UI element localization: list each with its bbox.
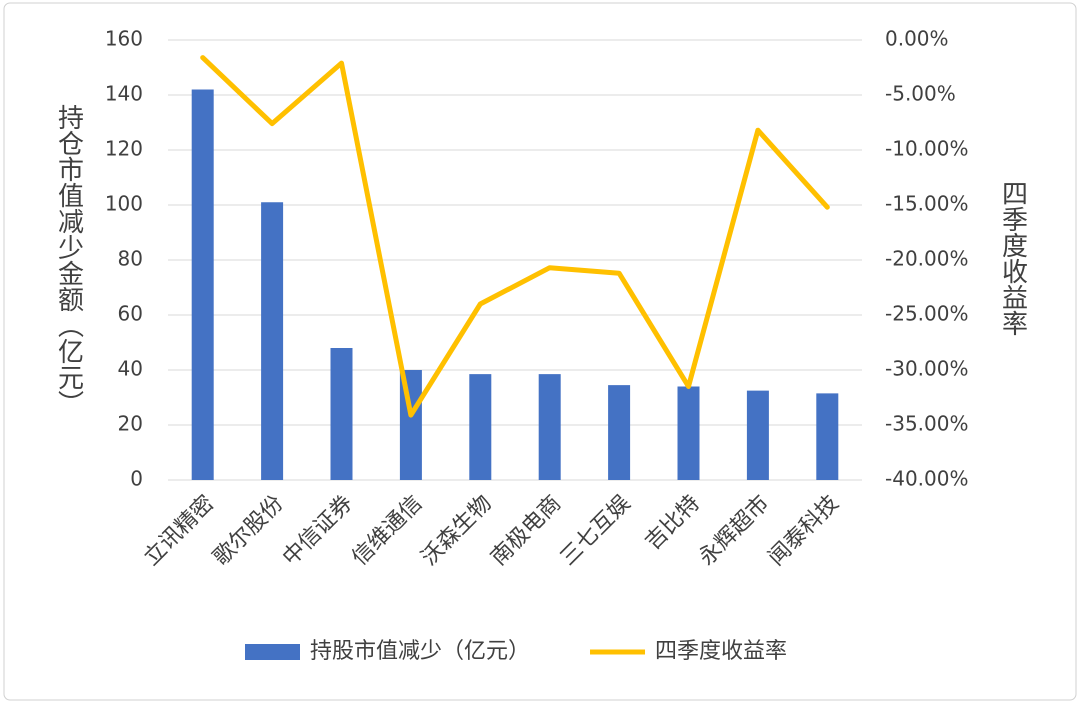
- y2-tick-label: -20.00%: [885, 247, 968, 271]
- bar: [677, 386, 700, 480]
- line: [200, 55, 830, 418]
- bar: [816, 393, 839, 480]
- y-tick-label: 120: [105, 137, 143, 161]
- bar: [330, 348, 353, 480]
- y2-axis-title: 四季度收益率: [998, 180, 1028, 336]
- y2-tick-label: -35.00%: [885, 412, 968, 436]
- bar: [608, 385, 631, 480]
- y2-tick-label: -25.00%: [885, 302, 968, 326]
- y-axis-title: 持仓市值减少金额（亿元）: [54, 104, 84, 416]
- y-tick-label: 160: [105, 27, 143, 51]
- legend-swatch: [245, 644, 300, 660]
- y-tick-label: 40: [118, 357, 143, 381]
- bar: [191, 89, 214, 480]
- y2-tick-label: 0.00%: [885, 27, 949, 51]
- y-tick-label: 20: [118, 412, 143, 436]
- bar: [538, 374, 561, 480]
- y2-tick-label: -40.00%: [885, 467, 968, 491]
- y2-tick-label: -5.00%: [885, 82, 956, 106]
- y-tick-label: 100: [105, 192, 143, 216]
- y-tick-label: 140: [105, 82, 143, 106]
- y-tick-label: 60: [118, 302, 143, 326]
- chart-frame: [3, 2, 1077, 701]
- y-tick-label: 0: [130, 467, 143, 491]
- bar: [746, 390, 769, 480]
- legend-label: 持股市值减少（亿元）: [310, 639, 530, 664]
- bar: [469, 374, 492, 480]
- y2-tick-label: -15.00%: [885, 192, 968, 216]
- y2-tick-label: -10.00%: [885, 137, 968, 161]
- y2-tick-label: -30.00%: [885, 357, 968, 381]
- bar: [261, 202, 284, 480]
- y-tick-label: 80: [118, 247, 143, 271]
- legend-label: 四季度收益率: [655, 639, 787, 664]
